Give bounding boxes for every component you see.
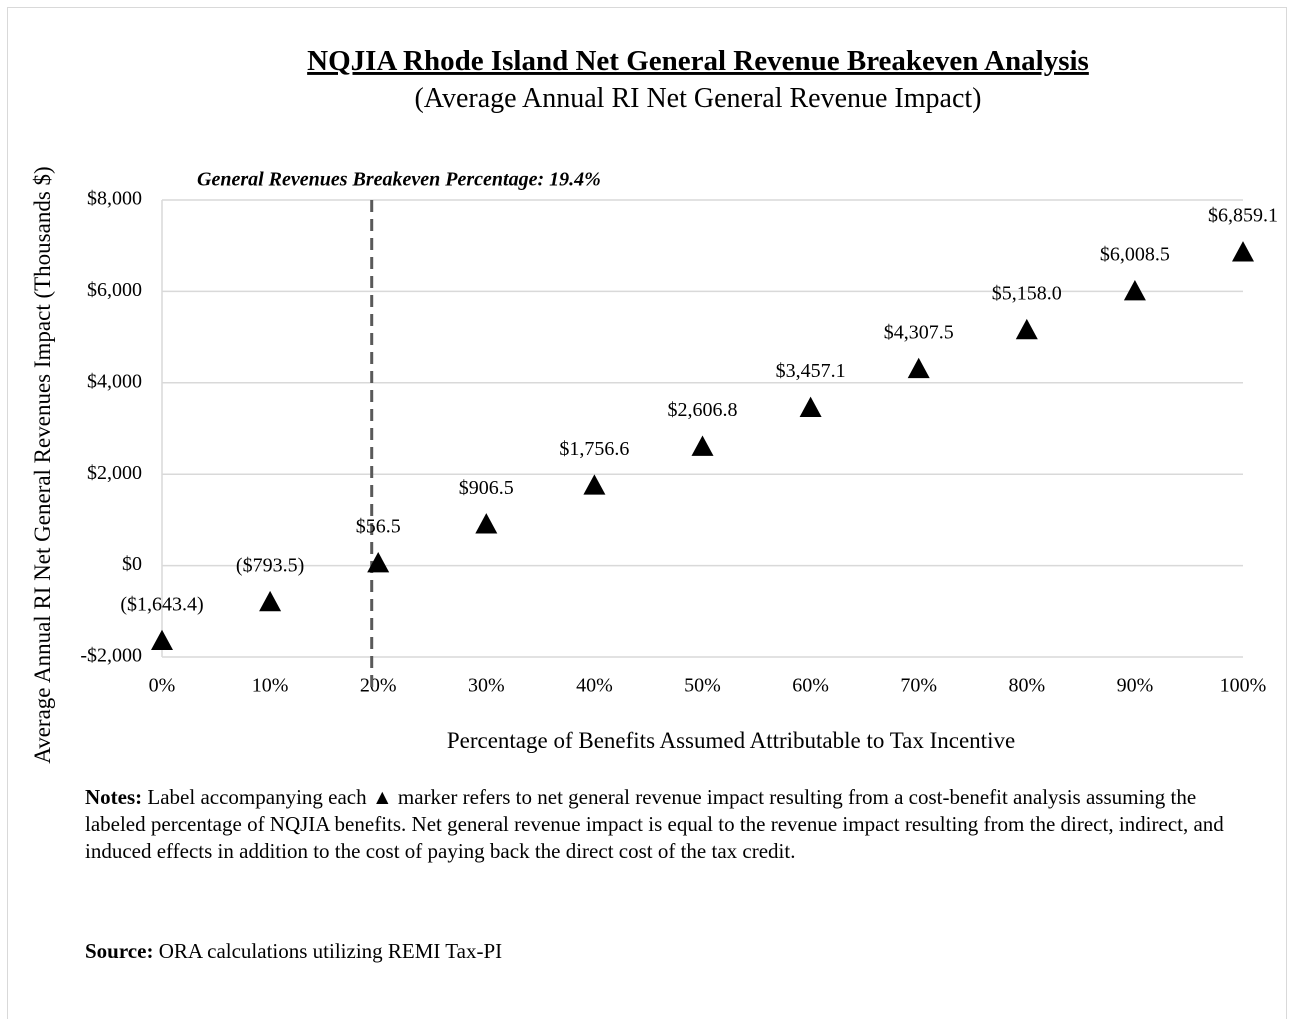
marker: [691, 435, 714, 456]
marker: [1015, 318, 1038, 340]
x-tick-label: 100%: [1220, 675, 1267, 697]
marker: [1123, 280, 1146, 301]
marker: [367, 552, 390, 573]
source-text: ORA calculations utilizing REMI Tax-PI: [158, 939, 503, 963]
data-label: $906.5: [459, 477, 514, 499]
x-axis-label: Percentage of Benefits Assumed Attributa…: [447, 728, 1015, 753]
notes-text: Label accompanying each ▲ marker refers …: [85, 785, 1224, 863]
marker: [907, 357, 930, 379]
data-label: $3,457.1: [776, 360, 846, 382]
x-tick-label: 40%: [576, 675, 613, 697]
x-tick-label: 80%: [1008, 675, 1045, 697]
marker: [583, 474, 606, 495]
x-tick-label: 50%: [684, 675, 721, 697]
source: Source: ORA calculations utilizing REMI …: [85, 939, 502, 964]
y-tick-label: $0: [122, 553, 142, 575]
data-label: $2,606.8: [668, 399, 738, 421]
y-tick-label: $8,000: [87, 188, 142, 210]
y-tick-label: $2,000: [87, 462, 142, 484]
y-tick-label: $6,000: [87, 279, 142, 301]
x-tick-label: 0%: [149, 675, 176, 697]
x-tick-label: 90%: [1117, 675, 1154, 697]
notes: Notes: Label accompanying each ▲ marker …: [85, 784, 1245, 865]
marker: [1232, 241, 1254, 262]
x-tick-label: 60%: [792, 675, 829, 697]
x-tick-label: 10%: [252, 675, 289, 697]
y-axis-label: Average Annual RI Net General Revenues I…: [30, 166, 55, 763]
x-tick-label: 30%: [468, 675, 505, 697]
data-label: $4,307.5: [884, 321, 954, 343]
y-tick-label: $4,000: [87, 370, 142, 392]
marker: [475, 513, 498, 534]
x-tick-label: 70%: [900, 675, 937, 697]
notes-label: Notes:: [85, 785, 143, 809]
chart-subtitle: (Average Annual RI Net General Revenue I…: [414, 83, 981, 114]
data-label: $6,859.1: [1208, 205, 1278, 227]
y-tick-label: -$2,000: [80, 645, 142, 667]
frame: [7, 7, 1287, 1019]
data-label: $5,158.0: [992, 282, 1062, 304]
data-label: $1,756.6: [559, 438, 629, 460]
source-label: Source:: [85, 939, 154, 963]
x-tick-label: 20%: [360, 675, 397, 697]
data-label: $56.5: [356, 516, 401, 538]
annotation: General Revenues Breakeven Percentage: 1…: [197, 169, 601, 191]
marker: [151, 629, 173, 651]
data-label: ($1,643.4): [120, 593, 203, 615]
data-label: ($793.5): [236, 554, 304, 576]
marker: [799, 396, 822, 417]
chart-title: NQJIA Rhode Island Net General Revenue B…: [307, 45, 1089, 77]
marker: [259, 590, 282, 612]
data-label: $6,008.5: [1100, 244, 1170, 266]
